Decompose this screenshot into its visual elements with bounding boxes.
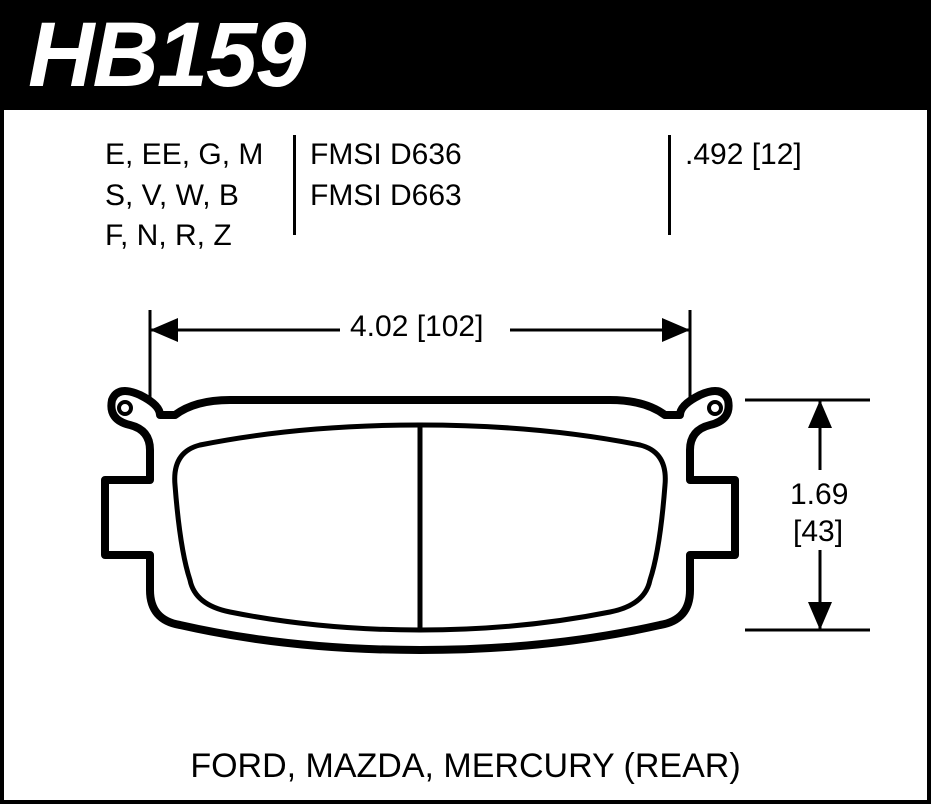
brake-pad-drawing xyxy=(0,0,931,804)
vehicle-fitment: FORD, MAZDA, MERCURY (REAR) xyxy=(0,747,931,786)
